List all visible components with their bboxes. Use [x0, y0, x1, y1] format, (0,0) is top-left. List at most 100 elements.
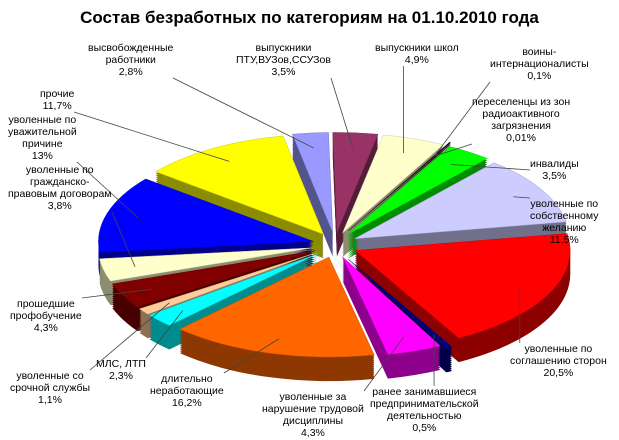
slice-label-9: уволенные за нарушение трудовой дисциплины… — [262, 391, 364, 439]
pie-slice-15 — [98, 178, 314, 277]
pie-slice-10 — [179, 256, 375, 382]
leader-line — [76, 161, 139, 219]
slice-label-name: деятельностью — [387, 410, 462, 422]
pie-slice-top — [111, 250, 316, 308]
slice-label-name: загрязнения — [491, 120, 551, 132]
slice-label-value: 1,1% — [38, 394, 62, 406]
slice-label-6: уволенные по собственному желанию 11,5% — [530, 198, 599, 246]
slice-label-name: соглашению сторон — [510, 355, 607, 367]
leader-line — [89, 302, 170, 371]
pie-slice-top — [99, 247, 314, 282]
slice-label-name: прочие — [40, 88, 75, 100]
slice-label-name: уволенные со — [16, 370, 84, 382]
slice-label-12: уволенные со срочной службы 1,1% — [10, 370, 90, 406]
slice-label-value: 20,5% — [543, 367, 574, 379]
slice-label-name: причине — [22, 138, 63, 150]
chart-title: Состав безработных по категориям на 01.1… — [80, 8, 539, 27]
slice-label-16: прочие 11,7% — [40, 88, 74, 112]
slice-label-name: гражданско- — [29, 176, 90, 188]
leader-line — [81, 288, 153, 299]
slice-label-name: переселенцы из зон — [472, 96, 571, 108]
slice-label-value: 16,2% — [171, 397, 202, 409]
slice-label-8: ранее занимавшиеся предпринимательской дея… — [370, 386, 479, 434]
slice-label-name: профобучение — [10, 310, 82, 322]
leader-line — [434, 81, 491, 157]
slice-label-14: уволенные по гражданско-правовым договора… — [8, 164, 112, 212]
slice-label-0: высвобожденные работники 2,8% — [88, 42, 173, 78]
pie-slice-top — [354, 162, 567, 240]
slice-label-2: выпускники школ 4,9% — [375, 42, 459, 66]
slice-label-value: 2,8% — [118, 66, 143, 78]
slice-label-value: 4,3% — [300, 427, 325, 439]
leader-line — [363, 336, 405, 392]
slice-label-11: МЛС, ЛТП 2,3% — [96, 358, 146, 382]
leader-line — [450, 164, 531, 171]
pie-slice-top — [342, 256, 441, 355]
slice-label-name: собственному — [530, 210, 599, 222]
slice-label-name: желанию — [542, 222, 587, 234]
pie-slice-top — [347, 146, 488, 235]
pie-slice-7 — [354, 233, 571, 363]
leader-line — [111, 211, 136, 267]
slice-label-1: выпускники ПТУ,ВУЗов,ССУЗов 3,5% — [236, 42, 331, 78]
slice-label-value: 3,5% — [542, 170, 567, 182]
slice-label-10: длительно неработающие 16,2% — [150, 373, 224, 409]
pie-slice-top — [332, 132, 379, 233]
slice-label-value: 3,8% — [47, 200, 72, 212]
pie-slice-0 — [292, 132, 333, 257]
leader-line — [435, 143, 473, 157]
slice-label-value: 3,5% — [271, 66, 296, 78]
slice-label-name: выпускники — [255, 42, 312, 54]
slice-label-name: высвобожденные — [88, 42, 174, 54]
slice-label-value: 0,1% — [527, 70, 552, 82]
slice-label-name: уважительной — [8, 126, 77, 138]
slice-label-name: длительно — [161, 373, 213, 385]
slice-label-name: радиоактивного — [482, 108, 560, 120]
pie-slice-top — [155, 135, 324, 235]
leader-line — [223, 338, 280, 374]
slice-label-name: выпускники школ — [375, 42, 459, 54]
slice-label-name: неработающие — [150, 385, 224, 397]
slice-label-name: ранее занимавшиеся — [372, 386, 477, 398]
slice-label-name: воины- — [522, 46, 557, 58]
slice-label-15: уволенные по уважительной причине 13% — [8, 114, 77, 162]
pie-slice-side — [348, 144, 451, 233]
slice-label-name: уволенные по — [530, 198, 599, 210]
leader-line — [330, 77, 354, 148]
slice-label-name: ПТУ,ВУЗов,ССУЗов — [236, 54, 331, 66]
slice-label-name: нарушение трудовой — [262, 403, 364, 415]
pie-slice-top — [354, 233, 571, 339]
slice-label-name: дисциплины — [282, 415, 343, 427]
pie-slice-top — [138, 252, 318, 315]
slice-label-name: инвалиды — [530, 158, 579, 170]
slice-label-name: интернационалисты — [490, 58, 589, 70]
pie-slice-side — [348, 144, 451, 233]
slice-label-name: уволенные по — [8, 114, 77, 126]
slice-label-name: уволенные по — [524, 343, 593, 355]
pie-slice-top — [292, 132, 333, 233]
pie-slice-top — [98, 178, 314, 253]
slice-label-value: 0,01% — [506, 132, 536, 144]
slice-label-name: работники — [105, 54, 156, 66]
pie-slice-6 — [354, 162, 567, 263]
slice-label-name: срочной службы — [10, 382, 91, 394]
leader-line — [145, 310, 184, 359]
slice-label-value: 4,3% — [33, 322, 58, 334]
slice-label-value: 4,9% — [404, 54, 429, 66]
leader-line — [172, 77, 314, 149]
slice-label-name: прошедшие — [17, 298, 75, 310]
slice-label-name: уволенные по — [25, 164, 94, 176]
slice-label-name: предпринимательской — [370, 398, 479, 410]
pie-slice-top — [148, 253, 319, 326]
slice-label-3: воины-интернационалисты 0,1% — [490, 46, 589, 82]
slice-label-name: уволенные за — [279, 391, 347, 403]
leader-line — [73, 111, 230, 162]
slice-label-value: 13% — [31, 150, 53, 162]
slice-label-4: переселенцы из зон радиоактивного загрязне… — [472, 96, 570, 144]
slice-label-value: 2,3% — [108, 370, 133, 382]
slice-label-5: инвалиды 3,5% — [530, 158, 579, 182]
slice-label-value: 11,7% — [42, 100, 72, 112]
pie-slice-top — [179, 256, 375, 358]
